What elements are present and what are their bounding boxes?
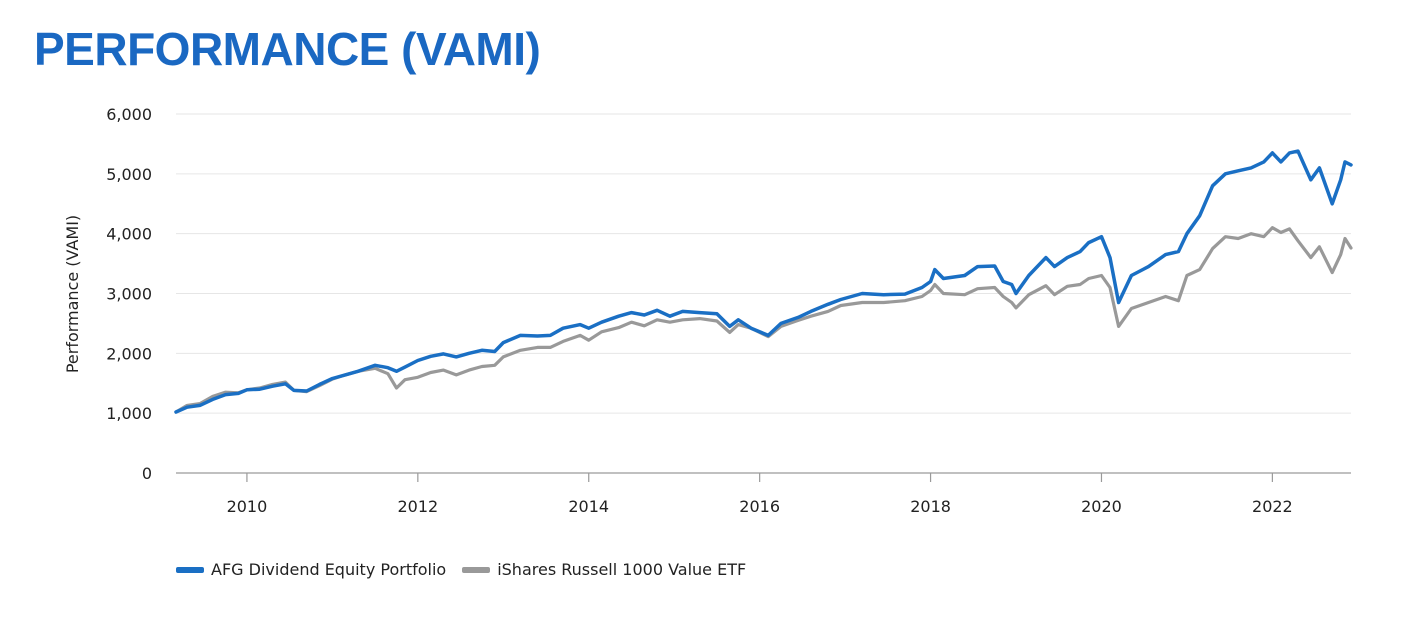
series-line-ishares — [174, 226, 1353, 414]
y-tick-label: 6,000 — [106, 105, 152, 124]
series-lines — [174, 149, 1353, 414]
legend-swatch-ishares — [462, 566, 491, 573]
legend: AFG Dividend Equity Portfolio iShares Ru… — [176, 560, 746, 579]
y-tick-label: 0 — [142, 464, 152, 483]
x-axis: 2010 2012 2014 2016 2018 2020 2022 — [176, 472, 1351, 516]
y-tick-label: 3,000 — [106, 285, 152, 304]
y-tick-label: 1,000 — [106, 404, 152, 423]
x-tick-label: 2010 — [227, 497, 268, 516]
grid-lines — [176, 113, 1351, 414]
legend-label-afg: AFG Dividend Equity Portfolio — [211, 560, 447, 579]
y-tick-label: 4,000 — [106, 225, 152, 244]
y-tick-label: 5,000 — [106, 165, 152, 184]
legend-swatch-afg — [176, 566, 204, 573]
legend-label-ishares: iShares Russell 1000 Value ETF — [497, 560, 747, 579]
x-tick-label: 2016 — [739, 497, 780, 516]
x-tick-label: 2014 — [568, 497, 609, 516]
y-axis: 0 1,000 2,000 3,000 4,000 5,000 6,000 — [106, 105, 152, 483]
x-tick-label: 2022 — [1252, 497, 1293, 516]
x-tick-label: 2012 — [397, 497, 438, 516]
y-axis-title: Performance (VAMI) — [63, 215, 82, 373]
x-tick-label: 2018 — [910, 497, 951, 516]
page-title: PERFORMANCE (VAMI) — [34, 23, 541, 75]
y-tick-label: 2,000 — [106, 344, 152, 363]
legend-item-afg[interactable]: AFG Dividend Equity Portfolio — [176, 560, 446, 579]
legend-item-ishares[interactable]: iShares Russell 1000 Value ETF — [462, 560, 746, 579]
x-tick-label: 2020 — [1081, 497, 1122, 516]
series-line-afg — [174, 149, 1353, 414]
